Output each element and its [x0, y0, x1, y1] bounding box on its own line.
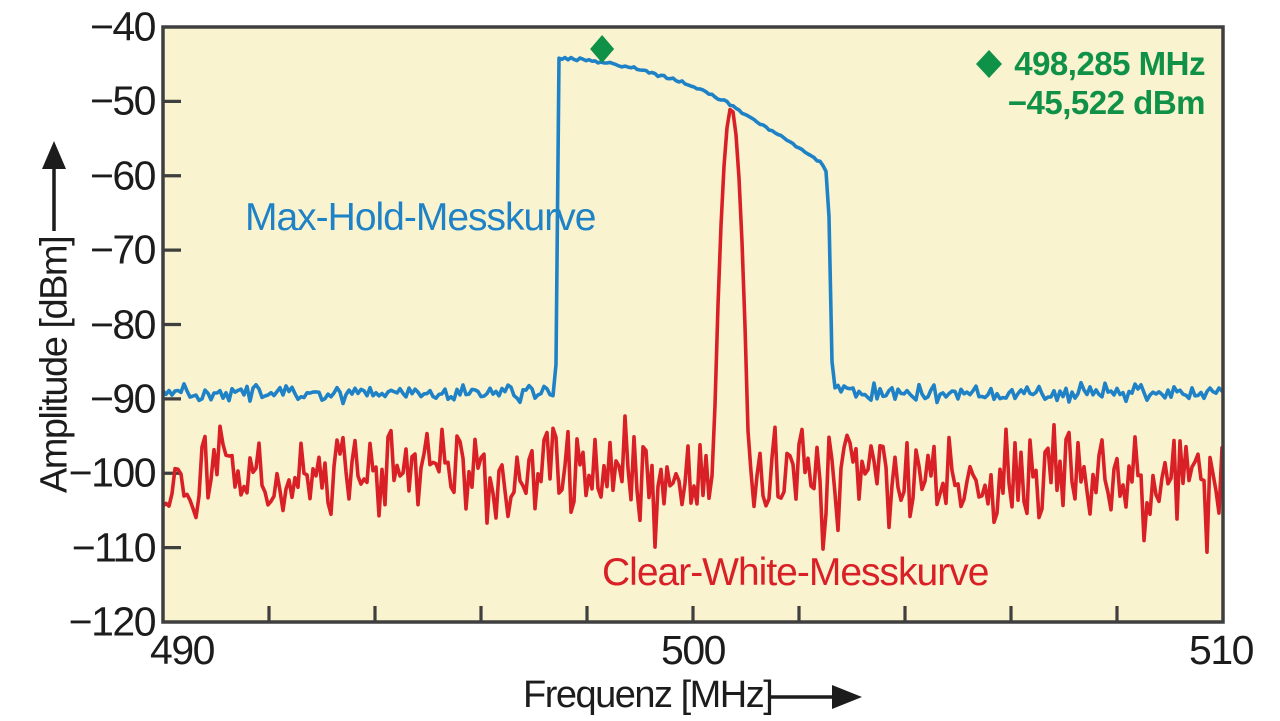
x-axis-title: Frequenz [MHz] [523, 674, 774, 716]
legend-diamond-icon [976, 50, 1002, 78]
y-tick-label: −80 [89, 301, 157, 347]
max-hold-trace [163, 55, 1223, 406]
x-tick-label: 500 [661, 627, 726, 673]
clear-white-curve-label: Clear-White-Messkurve [602, 551, 989, 594]
x-tick-label: 490 [150, 627, 215, 673]
y-tick-label: −50 [89, 77, 157, 124]
max-hold-curve-label: Max-Hold-Messkurve [245, 196, 596, 239]
y-tick-label: −110 [71, 524, 157, 571]
marker-diamond-icon [590, 35, 615, 63]
y-tick-label: −70 [89, 226, 157, 273]
y-tick-label: −120 [68, 598, 157, 645]
y-tick-label: −100 [68, 449, 157, 496]
marker-frequency-value: 498,285 MHz [1014, 45, 1205, 82]
x-axis-right-arrow-icon [768, 685, 862, 709]
y-tick-label: −60 [89, 152, 157, 199]
y-axis-up-arrow-icon [42, 141, 66, 231]
axis-ticks [163, 99, 1119, 622]
plot-frame [161, 25, 1225, 624]
y-axis-title: Amplitude [dBm] [33, 236, 76, 494]
clear-white-trace [163, 107, 1223, 555]
marker-amplitude-value: −45,522 dBm [1007, 84, 1206, 121]
y-tick-label: −90 [89, 375, 157, 422]
plot-background [163, 27, 1223, 622]
y-tick-label: −40 [89, 3, 157, 50]
x-tick-label: 510 [1189, 627, 1254, 673]
